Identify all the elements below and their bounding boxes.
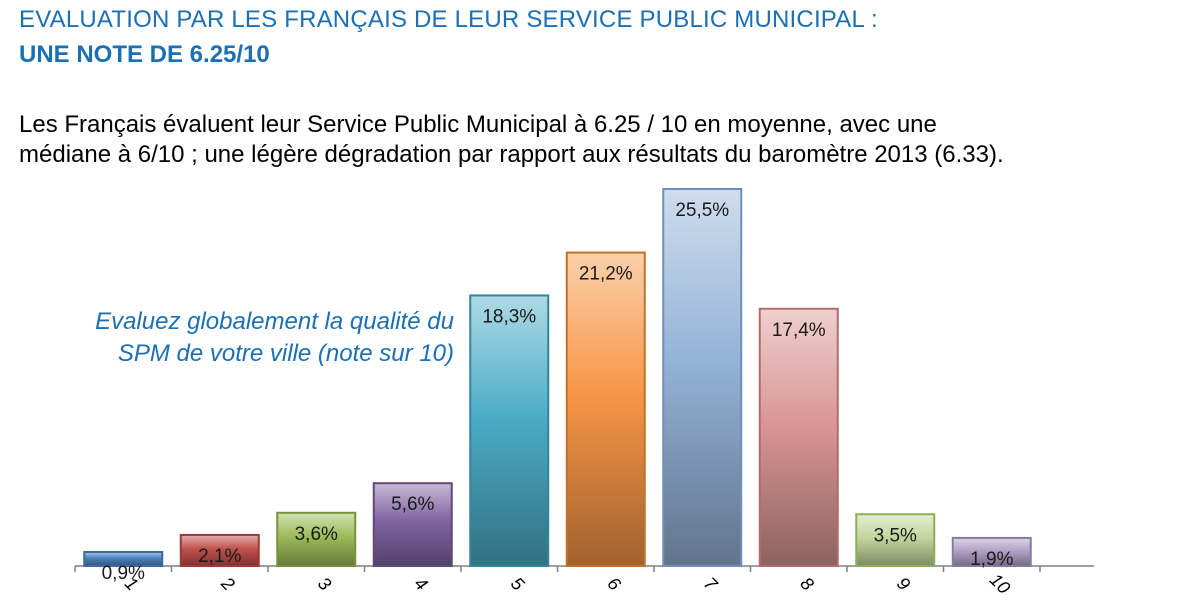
intro-line-1: Les Français évaluent leur Service Publi… [19, 111, 937, 138]
bar-3 [276, 511, 357, 567]
x-tick-label-7: 7 [700, 573, 722, 595]
bar-2 [179, 533, 260, 567]
bar-10 [951, 536, 1032, 567]
bar-6 [565, 251, 646, 568]
value-label-6: 21,2% [579, 264, 633, 285]
question-line-2: SPM de votre ville (note sur 10) [117, 340, 454, 367]
x-tick-label-9: 9 [893, 573, 914, 594]
value-label-7: 25,5% [675, 200, 729, 221]
x-axis-ticks [74, 566, 1041, 572]
category-labels: 1 2 3 4 5 6 7 8 9 10 [121, 570, 1014, 598]
page-title: EVALUATION PAR LES FRANÇAIS DE LEUR SERV… [19, 6, 878, 33]
bar-9 [855, 513, 936, 568]
intro-paragraph: Les Français évaluent leur Service Publi… [19, 110, 1194, 170]
value-label-8: 17,4% [772, 320, 826, 341]
bar-5 [469, 294, 550, 568]
bar-chart: 0,9% 2,1% 3,6% 5,6% 18,3% 21,2% 25,5% 17,4% 3,5%… [74, 188, 1094, 598]
value-labels: 0,9% 2,1% 3,6% 5,6% 18,3% 21,2% 25,5% 17,4% 3,5%… [102, 200, 1014, 584]
x-tick-label-2: 2 [217, 572, 239, 594]
bar-1 [83, 551, 164, 567]
bar-8 [758, 307, 839, 568]
x-tick-label-3: 3 [314, 573, 335, 594]
value-label-3: 3,6% [295, 524, 338, 545]
value-label-10: 1,9% [970, 549, 1013, 570]
value-label-1: 0,9% [102, 563, 145, 584]
intro-line-2: médiane à 6/10 ; une légère dégradation … [19, 141, 1004, 168]
x-tick-label-4: 4 [410, 573, 431, 594]
question-line-1: Evaluez globalement la qualité du [95, 308, 454, 335]
value-label-5: 18,3% [482, 306, 536, 327]
x-tick-label-6: 6 [603, 573, 625, 595]
bar-4 [372, 482, 453, 568]
value-label-4: 5,6% [391, 494, 434, 515]
page-subtitle: UNE NOTE DE 6.25/10 [19, 41, 270, 68]
value-label-2: 2,1% [198, 546, 241, 567]
x-tick-label-5: 5 [507, 573, 529, 595]
value-label-9: 3,5% [874, 525, 917, 546]
bars-group [83, 188, 1032, 568]
survey-question: Evaluez globalement la qualité du SPM de… [10, 306, 454, 370]
bar-7 [662, 188, 743, 567]
x-tick-label-10: 10 [986, 570, 1014, 598]
x-tick-label-8: 8 [796, 573, 817, 594]
